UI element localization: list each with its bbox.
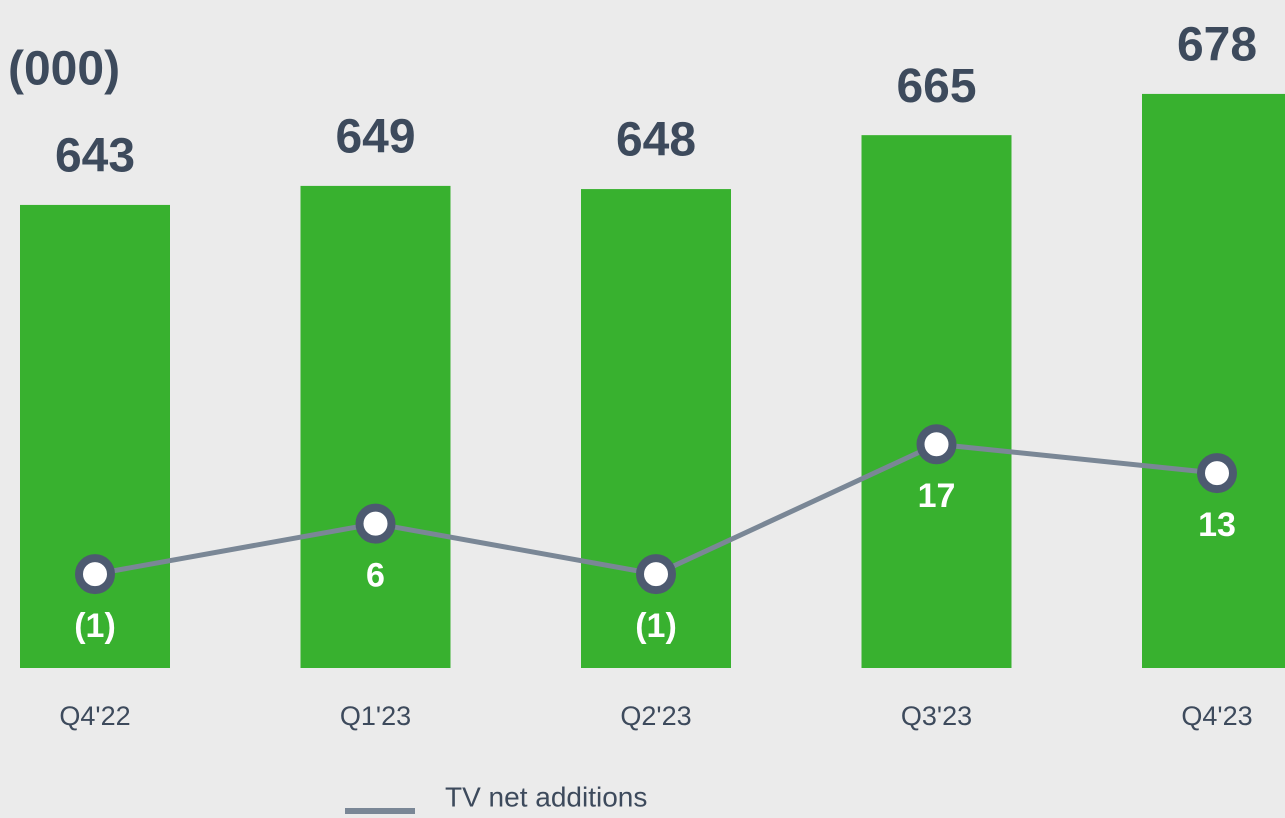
line-value-label: (1) xyxy=(635,607,677,645)
x-tick-label: Q3'23 xyxy=(901,701,972,731)
x-tick-label: Q4'23 xyxy=(1181,701,1252,731)
bar xyxy=(1142,93,1285,668)
x-tick-label: Q1'23 xyxy=(340,701,411,731)
bar xyxy=(20,204,170,668)
line-marker xyxy=(916,424,957,465)
line-value-label: (1) xyxy=(74,607,116,645)
bar xyxy=(300,185,451,668)
line-value-label: 13 xyxy=(1198,506,1236,544)
legend-label: TV net additions xyxy=(445,781,647,812)
x-tick-label: Q4'22 xyxy=(59,701,130,731)
bar-value-label: 643 xyxy=(55,130,135,183)
x-tick-label: Q2'23 xyxy=(620,701,691,731)
bar xyxy=(861,135,1012,669)
line-value-label: 6 xyxy=(366,557,385,595)
line-value-label: 17 xyxy=(918,477,956,515)
bar-value-label: 665 xyxy=(896,60,976,113)
bar-value-label: 678 xyxy=(1177,19,1257,72)
unit-label: (000) xyxy=(8,43,120,96)
line-marker xyxy=(1197,453,1237,494)
bar-value-label: 648 xyxy=(616,114,696,167)
bar xyxy=(581,189,731,668)
line-marker xyxy=(355,503,396,544)
line-marker xyxy=(75,554,115,595)
bar-value-label: 649 xyxy=(335,111,415,164)
line-marker xyxy=(636,554,676,595)
